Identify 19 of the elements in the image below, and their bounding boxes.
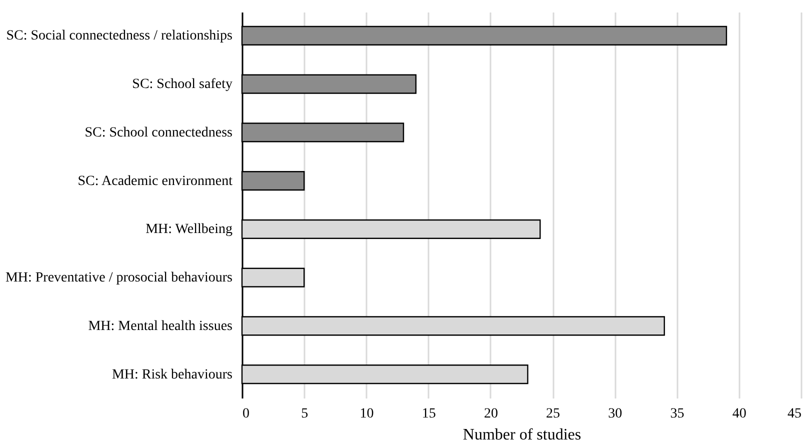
y-tick-label: MH: Mental health issues xyxy=(88,318,232,334)
y-tick-label: MH: Preventative / prosocial behaviours xyxy=(5,270,232,286)
x-tick-label: 0 xyxy=(242,406,250,422)
x-tick-label: 20 xyxy=(484,406,498,422)
y-tick-label: SC: School connectedness xyxy=(84,125,232,140)
x-tick-label: 5 xyxy=(301,406,308,422)
x-tick-label: 25 xyxy=(546,406,560,422)
y-tick-label: SC: School safety xyxy=(132,77,232,92)
x-tick-label: 30 xyxy=(608,406,622,422)
y-tick-label: SC: Social connectedness / relationships xyxy=(6,28,232,44)
x-tick-label: 45 xyxy=(788,406,802,422)
x-tick-label: 15 xyxy=(422,406,436,422)
x-tick-label: 10 xyxy=(360,406,374,422)
y-tick-label: SC: Academic environment xyxy=(78,174,233,189)
x-tick-label: 35 xyxy=(670,406,684,422)
y-tick-label: MH: Wellbeing xyxy=(146,222,232,238)
x-tick-label: 40 xyxy=(732,406,746,422)
x-axis-title: Number of studies xyxy=(462,426,582,444)
y-tick-label: MH: Risk behaviours xyxy=(112,367,232,382)
